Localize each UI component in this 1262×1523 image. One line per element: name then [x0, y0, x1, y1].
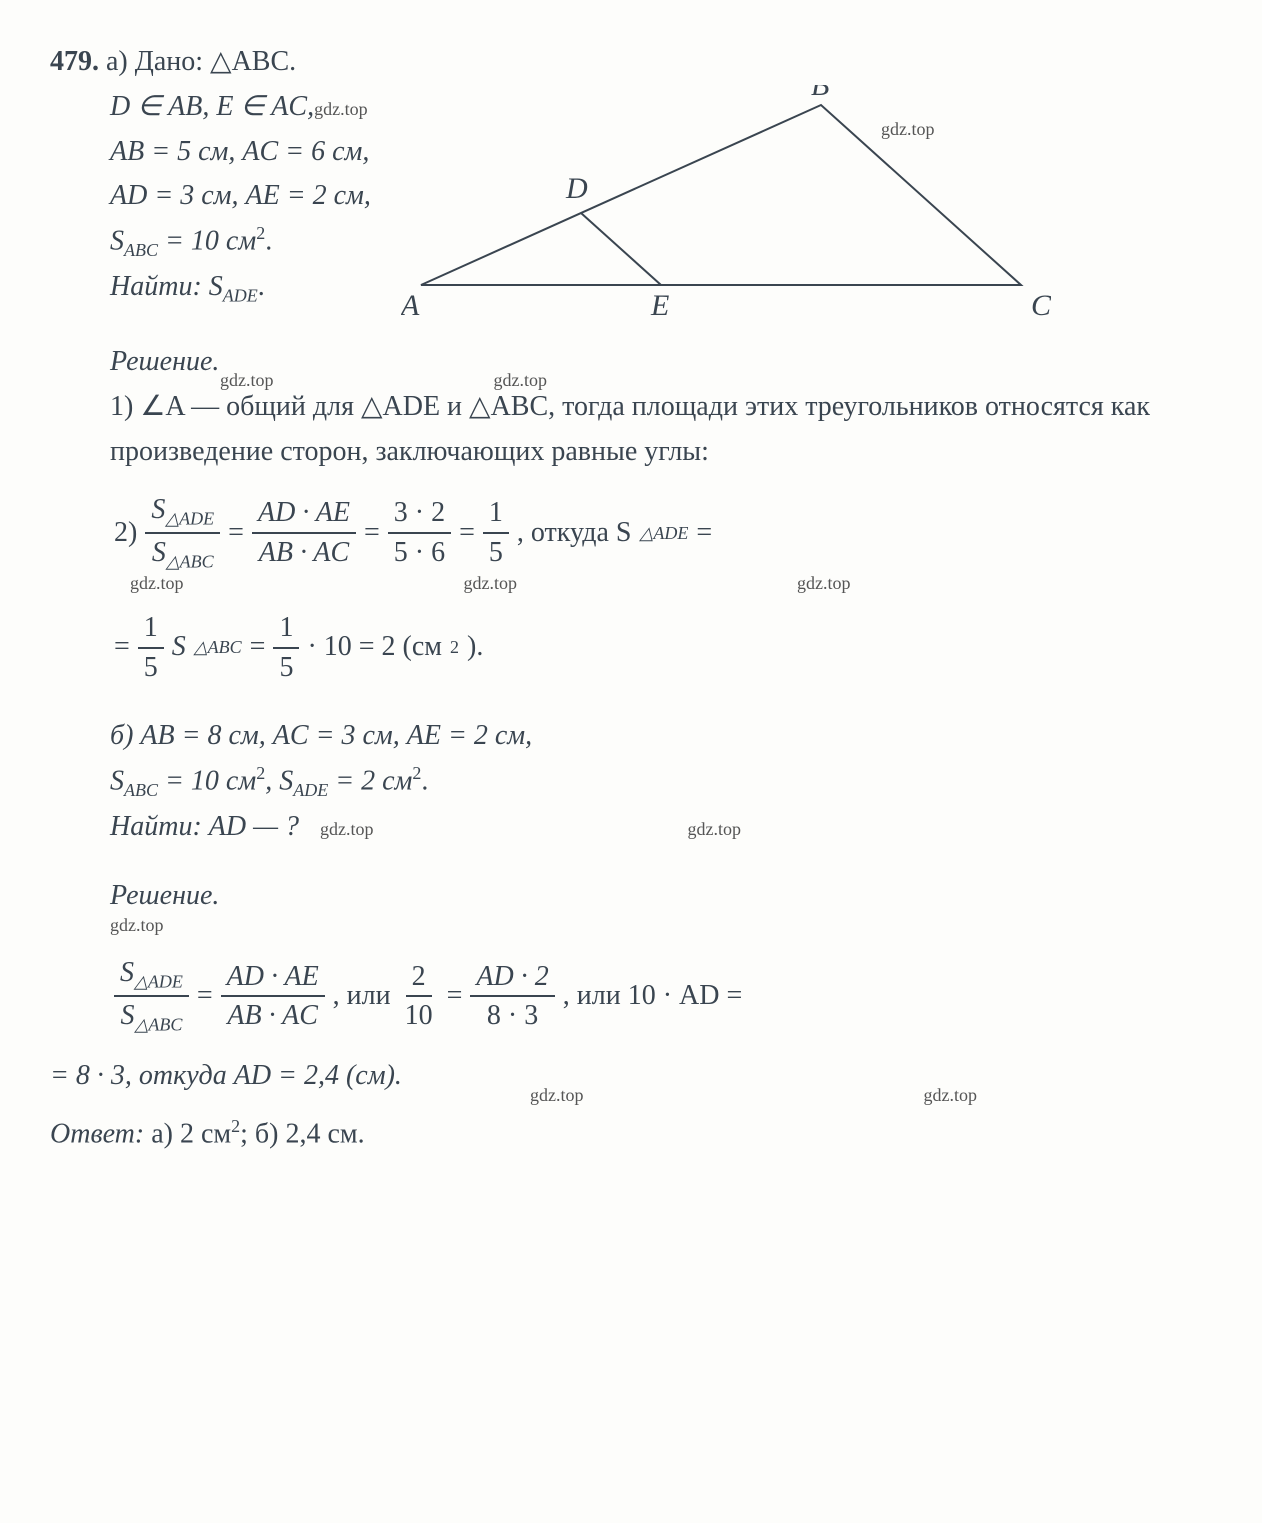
problem-container: 479. а) Дано: △ABC. D ∈ AB, E ∈ AC,gdz.t… [50, 40, 1212, 1157]
given-line-4: SABC = 10 см2. [110, 219, 371, 265]
label-b: B [811, 85, 829, 102]
part-b: б) AB = 8 см, AC = 3 см, AE = 2 см, SABC… [50, 714, 1212, 1036]
label-a: A [401, 289, 420, 322]
fraction-ad2-24: AD · 2 8 · 3 [470, 960, 554, 1033]
fraction-onefifth: 1 5 [138, 611, 164, 684]
given-line-3: AD = 3 см, AE = 2 см, [110, 174, 371, 219]
find-line: Найти: SADE. [110, 265, 371, 310]
fraction-result: 1 5 [483, 496, 509, 569]
fraction-sides: AD · AE AB · AC [252, 496, 356, 569]
line-de [581, 213, 661, 285]
solution-a: Решение. gdz.top gdz.top 1) ∠A — общий д… [50, 340, 1212, 685]
partb-line-2: SABC = 10 см2, SADE = 2 см2. [110, 759, 1212, 805]
watermark: gdz.top [530, 1081, 584, 1110]
watermark: gdz.top [688, 819, 742, 839]
step-1: 1) ∠A — общий для △ADE и △ABC, тогда пло… [110, 385, 1212, 475]
watermark: gdz.top [110, 915, 164, 935]
partb-line-1: б) AB = 8 см, AC = 3 см, AE = 2 см, [110, 714, 1212, 759]
fraction-nums: 3 · 2 5 · 6 [388, 496, 451, 569]
answer: Ответ: а) 2 см2; б) 2,4 см. [50, 1112, 1212, 1157]
solb-eq: S△ADE S△ABC = AD · AE AB · AC , или 2 10… [110, 956, 1212, 1036]
step-2: 2) S△ADE S△ABC = AD · AE AB · AC = 3 · 2… [110, 493, 1212, 573]
watermark: gdz.top [881, 119, 935, 139]
given-section: D ∈ AB, E ∈ AC,gdz.top AB = 5 см, AC = 6… [50, 85, 1212, 340]
problem-number: 479. [50, 46, 99, 77]
given-line-2: AB = 5 см, AC = 6 см, [110, 130, 371, 175]
watermark: gdz.top [464, 569, 518, 598]
fraction-s-ratio-b: S△ADE S△ABC [114, 956, 189, 1036]
label-c: C [1031, 289, 1051, 322]
given-line-1: D ∈ AB, E ∈ AC,gdz.top [110, 85, 371, 130]
label-e: E [650, 289, 669, 322]
watermark: gdz.top [797, 569, 851, 598]
watermark: gdz.top [130, 569, 184, 598]
watermark: gdz.top [320, 819, 374, 839]
watermark-row: gdz.top gdz.top gdz.top [110, 569, 1212, 598]
triangle-diagram: A B C D E gdz.top [401, 85, 1212, 340]
diagram-svg: A B C D E gdz.top [401, 85, 1051, 325]
part-a-label: а) Дано: △ABC. [106, 46, 296, 77]
partb-find: Найти: AD — ? gdz.top gdz.top [110, 805, 1212, 850]
problem-header: 479. а) Дано: △ABC. [50, 40, 1212, 85]
label-d: D [565, 172, 588, 205]
fraction-2-10: 2 10 [399, 960, 439, 1033]
watermark: gdz.top [924, 1081, 978, 1110]
fraction-onefifth-2: 1 5 [273, 611, 299, 684]
given-text: D ∈ AB, E ∈ AC,gdz.top AB = 5 см, AC = 6… [50, 85, 371, 311]
fraction-s-ratio: S△ADE S△ABC [145, 493, 220, 573]
fraction-sides-b: AD · AE AB · AC [221, 960, 325, 1033]
step-3: = 1 5 S△ABC = 1 5 · 10 = 2 (см2). [110, 611, 1212, 684]
watermark: gdz.top [314, 99, 368, 119]
